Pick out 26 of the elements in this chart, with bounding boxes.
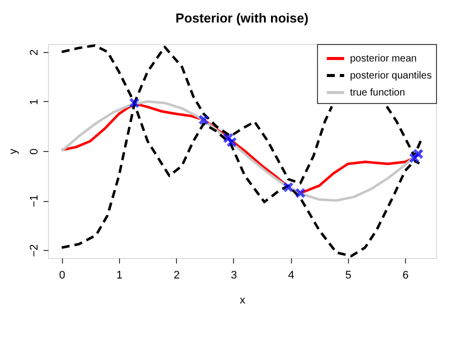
legend-label: posterior mean: [350, 54, 417, 64]
y-tick-label: 2: [28, 49, 40, 56]
y-tick-label: −1: [28, 194, 40, 208]
x-tick-label: 2: [174, 270, 180, 282]
point: [412, 148, 424, 160]
x-tick-label: 3: [230, 270, 237, 282]
x-tick-label: 4: [288, 270, 294, 282]
y-tick-label: 0: [28, 148, 40, 155]
point: [282, 182, 294, 193]
x-tick-label: 5: [345, 270, 352, 282]
x-tick-label: 0: [59, 270, 66, 282]
x-tick-label: 6: [402, 270, 409, 282]
y-tick-label: 1: [28, 98, 40, 106]
point: [198, 114, 210, 126]
point: [129, 98, 140, 108]
x-tick-label: 1: [116, 270, 123, 282]
y-tick-label: −2: [28, 244, 40, 257]
legend-label: true function: [350, 88, 406, 98]
point: [222, 132, 234, 144]
chart-title: Posterior (with noise): [176, 10, 308, 26]
point: [226, 136, 238, 148]
legend-label: posterior quantiles: [350, 70, 432, 82]
point: [408, 152, 420, 164]
y-axis-title: y: [8, 148, 20, 154]
x-axis-title: x: [240, 294, 246, 306]
point: [295, 188, 306, 198]
